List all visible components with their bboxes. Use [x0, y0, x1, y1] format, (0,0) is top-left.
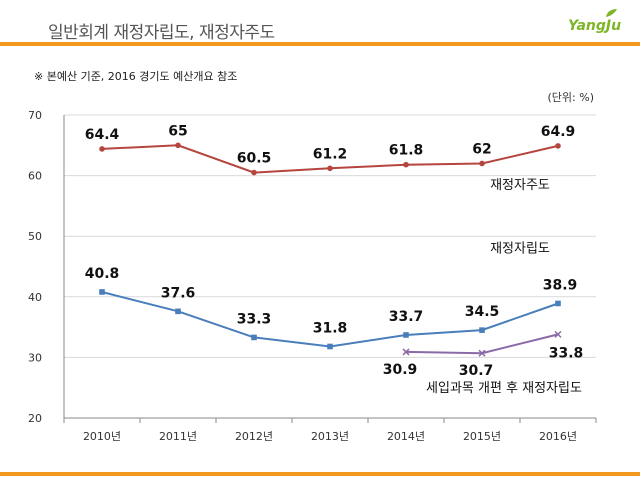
data-point — [251, 334, 257, 341]
data-point — [99, 146, 105, 152]
data-label: 31.8 — [313, 320, 348, 336]
data-label: 65 — [168, 123, 187, 139]
data-label: 33.3 — [237, 311, 272, 327]
series-name-label: 재정자립도 — [490, 242, 550, 257]
data-label: 33.8 — [549, 345, 584, 361]
y-tick-label: 40 — [28, 291, 42, 304]
data-point — [554, 330, 562, 338]
data-label: 37.6 — [161, 285, 196, 301]
data-point — [402, 348, 410, 356]
data-point — [327, 343, 333, 350]
series-line — [405, 333, 559, 355]
series-name-label: 세입과목 개편 후 재정자립도 — [426, 381, 582, 396]
page-title: 일반회계 재정자립도, 재정자주도 — [48, 23, 275, 43]
data-point — [327, 165, 333, 172]
title-bar: 일반회계 재정자립도, 재정자주도 YangJu — [0, 0, 640, 44]
x-tick-label: 2016년 — [539, 430, 577, 443]
y-tick-label: 50 — [28, 230, 42, 243]
data-label: 61.8 — [389, 143, 424, 159]
data-label: 61.2 — [313, 146, 348, 162]
data-point — [175, 308, 181, 315]
y-tick-label: 60 — [28, 170, 42, 183]
data-label: 60.5 — [237, 151, 272, 167]
data-point — [478, 349, 486, 357]
y-tick-label: 30 — [28, 351, 42, 364]
data-point — [555, 300, 561, 307]
y-tick-label: 20 — [28, 412, 42, 425]
series-name-label: 재정자주도 — [490, 178, 550, 193]
x-tick-label: 2011년 — [159, 430, 197, 443]
source-note: ※ 본예산 기준, 2016 경기도 예산개요 참조 — [34, 70, 238, 83]
x-tick-label: 2010년 — [83, 430, 121, 443]
data-label: 62 — [472, 141, 491, 157]
data-point — [175, 142, 181, 149]
data-point — [479, 160, 485, 167]
data-point — [403, 332, 409, 338]
data-label: 34.5 — [465, 304, 500, 320]
bottom-divider — [0, 472, 640, 476]
data-label: 38.9 — [543, 277, 578, 293]
data-label: 64.4 — [85, 127, 120, 143]
data-label: 30.9 — [383, 362, 418, 378]
data-label: 33.7 — [389, 309, 424, 325]
data-point — [251, 169, 257, 176]
data-point — [403, 161, 409, 168]
data-point — [555, 143, 561, 149]
data-point — [99, 289, 105, 295]
x-tick-label: 2013년 — [311, 430, 349, 443]
x-tick-label: 2012년 — [235, 430, 273, 443]
data-point — [479, 327, 485, 333]
x-tick-label: 2015년 — [463, 430, 501, 443]
x-tick-label: 2014년 — [387, 430, 425, 443]
data-label: 64.9 — [541, 124, 576, 140]
title-divider — [0, 42, 640, 46]
leaf-icon — [606, 9, 617, 17]
unit-label: (단위: %) — [548, 91, 594, 104]
y-tick-label: 70 — [28, 109, 42, 122]
logo-text: YangJu — [568, 18, 622, 34]
data-label: 40.8 — [85, 266, 120, 282]
data-label: 30.7 — [459, 363, 494, 379]
